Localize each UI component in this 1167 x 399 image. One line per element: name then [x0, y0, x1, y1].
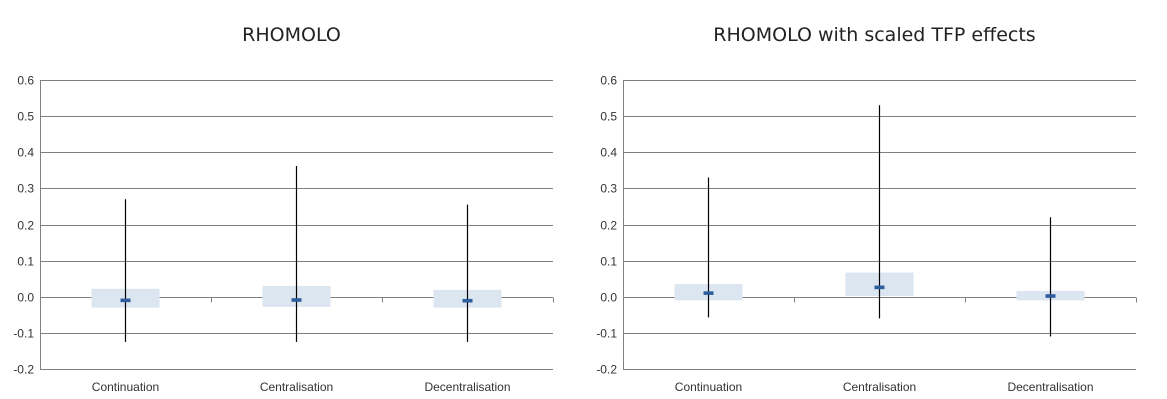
- y-tick-label: 0.3: [17, 182, 34, 196]
- y-tick-label: 0.2: [17, 219, 34, 233]
- box-decentralisation: [433, 204, 502, 342]
- box-continuation: [674, 177, 743, 318]
- y-tick-label: 0.0: [17, 291, 34, 305]
- box-plot-chart: -0.2 -0.1 0.0 0.1 0.2 0.3 0.4 0.5 0.6 Continuatio…: [13, 74, 554, 394]
- box-plot-chart: -0.2 -0.1 0.0 0.1 0.2 0.3 0.4 0.5 0.6 Continuatio…: [596, 74, 1137, 394]
- median-marker: [120, 298, 131, 303]
- x-tick-label: Decentralisation: [1007, 380, 1093, 394]
- x-tick-label: Centralisation: [260, 380, 333, 394]
- chart-panel-rhomolo: RHOMOLO -0.2 -0.1 0.0 0.1 0.2 0.3 0.4 0.5 0.6 Con…: [0, 0, 583, 399]
- y-tick-label: 0.4: [17, 146, 34, 160]
- x-tick-label: Continuation: [92, 380, 159, 394]
- y-tick-label: 0.2: [600, 219, 617, 233]
- median-marker: [874, 285, 885, 290]
- y-tick-label: 0.1: [600, 255, 617, 269]
- chart-title: RHOMOLO: [242, 24, 341, 46]
- median-marker: [703, 291, 714, 295]
- median-marker: [291, 298, 302, 302]
- median-marker: [1045, 294, 1056, 298]
- y-tick-label: -0.2: [13, 363, 34, 377]
- y-tick-label: 0.5: [17, 110, 34, 124]
- y-tick-label: 0.4: [600, 146, 617, 160]
- box-centralisation: [262, 165, 331, 342]
- y-tick-label: 0.1: [17, 255, 34, 269]
- y-tick-label: -0.2: [596, 363, 617, 377]
- chart-panel-rhomolo-scaled-tfp: RHOMOLO with scaled TFP effects -0.2 -0.1…: [583, 0, 1166, 399]
- y-tick-label: 0.5: [600, 110, 617, 124]
- y-tick-label: -0.1: [596, 327, 617, 341]
- chart-title: RHOMOLO with scaled TFP effects: [713, 24, 1036, 46]
- y-tick-label: -0.1: [13, 327, 34, 341]
- median-marker: [462, 298, 473, 303]
- y-tick-label: 0.6: [600, 74, 617, 88]
- x-tick-label: Decentralisation: [424, 380, 510, 394]
- box-continuation: [91, 199, 160, 342]
- y-tick-label: 0.0: [600, 291, 617, 305]
- box-centralisation: [845, 105, 914, 319]
- y-tick-label: 0.3: [600, 182, 617, 196]
- x-tick-label: Continuation: [675, 380, 742, 394]
- x-tick-label: Centralisation: [843, 380, 916, 394]
- y-tick-label: 0.6: [17, 74, 34, 88]
- box-decentralisation: [1016, 217, 1085, 337]
